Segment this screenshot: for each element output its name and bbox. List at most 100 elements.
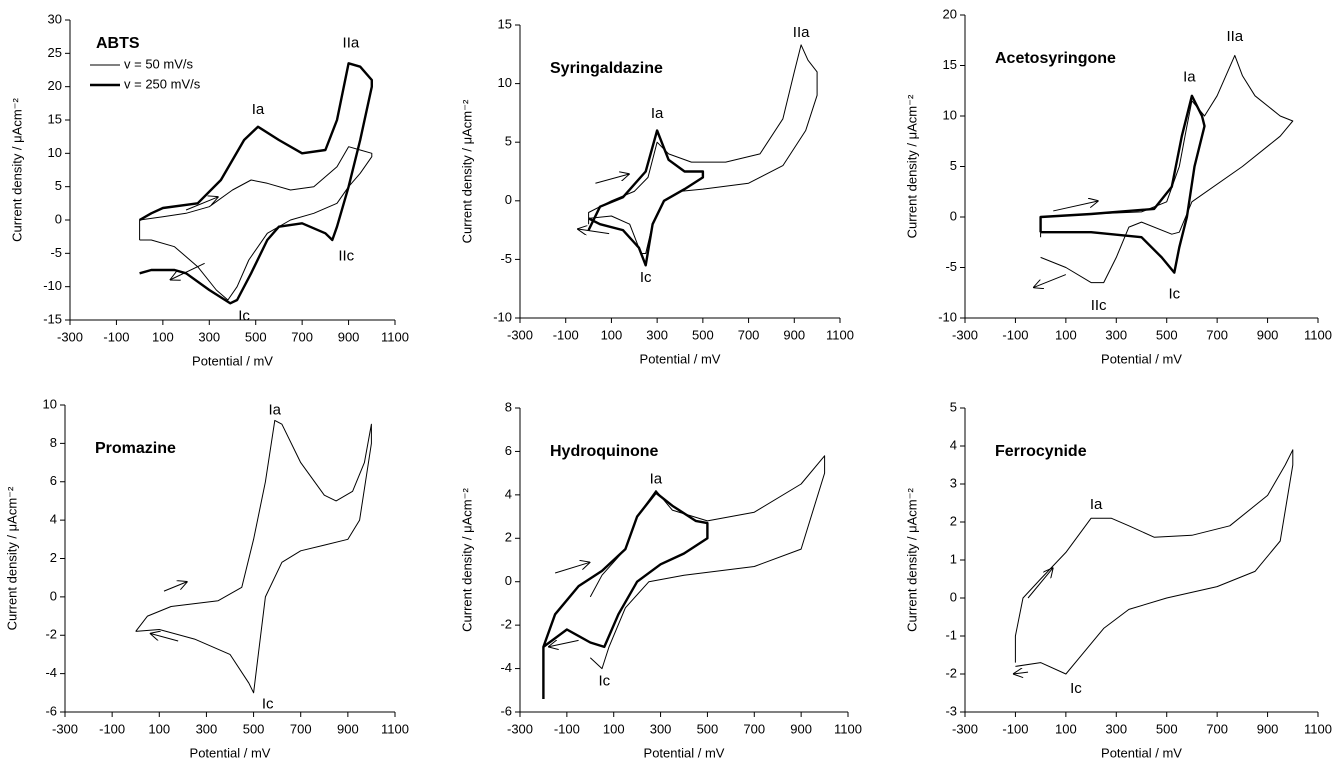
x-tick-label: 1100 bbox=[834, 721, 862, 736]
chart-title: Syringaldazine bbox=[550, 60, 663, 77]
y-tick-label: 20 bbox=[943, 6, 957, 21]
peak-label: IIc bbox=[1091, 297, 1107, 314]
y-tick-label: 1 bbox=[950, 551, 957, 566]
peak-label: Ic bbox=[1070, 680, 1082, 697]
y-tick-label: 4 bbox=[505, 486, 512, 501]
y-axis-label: Current density / μAcm⁻² bbox=[459, 99, 474, 243]
y-tick-label: 4 bbox=[950, 437, 957, 452]
x-tick-label: 1100 bbox=[1304, 327, 1332, 342]
x-tick-label: 500 bbox=[697, 721, 719, 736]
y-tick-label: -1 bbox=[945, 627, 957, 642]
x-tick-label: 500 bbox=[245, 329, 267, 344]
chart-title: ABTS bbox=[96, 35, 140, 52]
scan-arrow bbox=[548, 639, 579, 647]
peak-label: IIc bbox=[338, 248, 354, 265]
x-tick-label: -100 bbox=[103, 329, 129, 344]
x-tick-label: -100 bbox=[1002, 721, 1028, 736]
x-tick-label: 700 bbox=[743, 721, 765, 736]
y-tick-label: 3 bbox=[950, 475, 957, 490]
y-tick-label: 10 bbox=[48, 145, 62, 160]
y-tick-label: -10 bbox=[43, 278, 62, 293]
scan-arrow bbox=[1027, 568, 1053, 599]
chart-title: Promazine bbox=[95, 440, 176, 457]
x-tick-label: 1100 bbox=[381, 329, 409, 344]
y-tick-label: -6 bbox=[45, 703, 57, 718]
peak-label: Ia bbox=[1183, 69, 1196, 86]
peak-label: Ic bbox=[599, 673, 611, 690]
y-tick-label: -2 bbox=[45, 627, 57, 642]
scan-arrow bbox=[163, 582, 188, 592]
peak-label: Ic bbox=[262, 695, 274, 712]
scan-arrow bbox=[595, 174, 629, 184]
y-tick-label: 5 bbox=[505, 134, 512, 149]
x-tick-label: 300 bbox=[1105, 327, 1127, 342]
y-axis-label: Current density / μAcm⁻² bbox=[904, 487, 919, 631]
peak-label: Ic bbox=[1168, 286, 1180, 303]
y-tick-label: 2 bbox=[50, 550, 57, 565]
y-tick-label: -5 bbox=[50, 245, 62, 260]
y-tick-label: 5 bbox=[950, 158, 957, 173]
x-tick-label: -300 bbox=[507, 721, 533, 736]
y-tick-label: 10 bbox=[498, 75, 512, 90]
x-tick-label: 1100 bbox=[381, 721, 409, 736]
y-tick-label: 0 bbox=[55, 211, 62, 226]
x-tick-label: -100 bbox=[553, 327, 579, 342]
x-tick-label: 500 bbox=[1156, 721, 1178, 736]
x-axis-label: Potential / mV bbox=[640, 351, 721, 366]
y-tick-label: -15 bbox=[43, 311, 62, 326]
y-tick-label: 0 bbox=[950, 208, 957, 223]
x-tick-label: 300 bbox=[198, 329, 220, 344]
y-tick-label: 15 bbox=[48, 111, 62, 126]
x-tick-label: 100 bbox=[601, 327, 623, 342]
peak-label: Ia bbox=[650, 471, 663, 488]
x-axis-label: Potential / mV bbox=[190, 745, 271, 760]
cv-curve bbox=[139, 62, 373, 305]
cv-curve bbox=[135, 419, 372, 694]
scan-arrow bbox=[577, 229, 610, 234]
legend-label: v = 250 mV/s bbox=[124, 76, 201, 91]
y-axis-label: Current density / μAcm⁻² bbox=[459, 487, 474, 631]
y-tick-label: 10 bbox=[943, 107, 957, 122]
y-axis-label: Current density / μAcm⁻² bbox=[9, 97, 24, 241]
x-tick-label: 700 bbox=[738, 327, 760, 342]
y-axis-label: Current density / μAcm⁻² bbox=[4, 486, 19, 630]
x-tick-label: 900 bbox=[338, 329, 360, 344]
x-tick-label: 700 bbox=[290, 721, 312, 736]
x-tick-label: 100 bbox=[1055, 327, 1077, 342]
scan-arrow bbox=[170, 262, 205, 280]
chart-title: Ferrocynide bbox=[995, 443, 1087, 460]
y-tick-label: 15 bbox=[498, 16, 512, 31]
cv-curve bbox=[1040, 54, 1294, 284]
y-tick-label: 20 bbox=[48, 78, 62, 93]
x-tick-label: -300 bbox=[952, 327, 978, 342]
x-tick-label: 700 bbox=[1206, 721, 1228, 736]
y-tick-label: 6 bbox=[50, 473, 57, 488]
x-tick-label: -300 bbox=[507, 327, 533, 342]
y-tick-label: 2 bbox=[950, 513, 957, 528]
y-tick-label: -2 bbox=[500, 617, 512, 632]
x-tick-label: -100 bbox=[99, 721, 125, 736]
y-tick-label: -5 bbox=[500, 251, 512, 266]
x-axis-label: Potential / mV bbox=[1101, 351, 1182, 366]
y-tick-label: 2 bbox=[505, 530, 512, 545]
y-tick-label: 25 bbox=[48, 45, 62, 60]
y-tick-label: -6 bbox=[500, 703, 512, 718]
x-tick-label: 300 bbox=[646, 327, 668, 342]
x-axis-label: Potential / mV bbox=[1101, 745, 1182, 760]
scan-arrow bbox=[1013, 672, 1029, 674]
y-tick-label: 5 bbox=[55, 178, 62, 193]
x-tick-label: -300 bbox=[57, 329, 83, 344]
x-tick-label: 700 bbox=[291, 329, 313, 344]
x-tick-label: 500 bbox=[692, 327, 714, 342]
y-tick-label: 0 bbox=[950, 589, 957, 604]
peak-label: Ic bbox=[640, 269, 652, 286]
y-tick-label: 0 bbox=[505, 192, 512, 207]
x-tick-label: 500 bbox=[1156, 327, 1178, 342]
y-tick-label: 0 bbox=[505, 573, 512, 588]
chart-title: Hydroquinone bbox=[550, 443, 659, 460]
x-tick-label: 900 bbox=[783, 327, 805, 342]
x-tick-label: 1100 bbox=[826, 327, 854, 342]
cv-curve bbox=[1014, 449, 1294, 675]
peak-label: IIa bbox=[793, 24, 810, 41]
x-tick-label: -300 bbox=[952, 721, 978, 736]
